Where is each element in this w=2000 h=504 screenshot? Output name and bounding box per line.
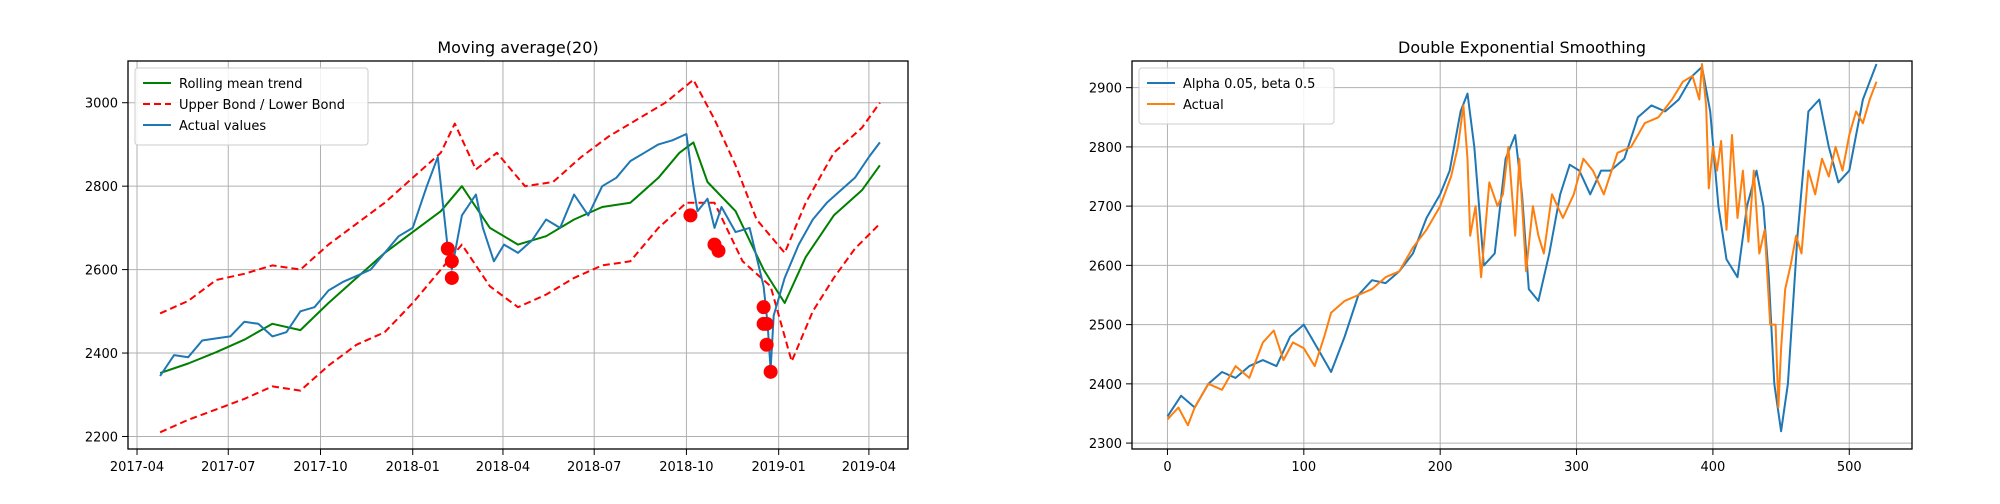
plot-area bbox=[159, 78, 881, 434]
x-tick-label: 0 bbox=[1163, 460, 1171, 475]
chart-title: Moving average(20) bbox=[437, 38, 598, 57]
y-tick-label: 2800 bbox=[85, 180, 118, 195]
anomaly-point bbox=[444, 270, 459, 285]
legend-label: Alpha 0.05, beta 0.5 bbox=[1183, 77, 1315, 92]
x-tick-label: 2018-10 bbox=[659, 460, 713, 475]
y-tick-label: 2400 bbox=[85, 347, 118, 362]
x-tick-label: 100 bbox=[1291, 460, 1316, 475]
plot-area bbox=[1166, 63, 1878, 433]
y-tick-label: 2200 bbox=[85, 430, 118, 445]
legend-label: Actual bbox=[1183, 98, 1224, 113]
axes-frame bbox=[1131, 60, 1913, 450]
x-tick-label: 2017-07 bbox=[201, 460, 255, 475]
anomaly-point bbox=[444, 254, 459, 269]
series-line-upper-bond-lower-bond bbox=[159, 78, 881, 315]
anomaly-point bbox=[711, 243, 726, 258]
y-tick-label: 2900 bbox=[1089, 82, 1122, 97]
x-tick-label: 500 bbox=[1837, 460, 1862, 475]
anomaly-point bbox=[759, 337, 774, 352]
x-tick-label: 2019-04 bbox=[842, 460, 896, 475]
x-tick-label: 2017-10 bbox=[293, 460, 347, 475]
x-tick-label: 2018-07 bbox=[567, 460, 621, 475]
series-line-rolling-mean-trend bbox=[159, 141, 881, 375]
y-tick-label: 2600 bbox=[1089, 259, 1122, 274]
anomaly-point bbox=[683, 208, 698, 223]
series-line-lower-bond bbox=[159, 201, 881, 434]
x-tick-label: 300 bbox=[1564, 460, 1589, 475]
legend-box bbox=[1138, 67, 1335, 125]
chart-ma: 2017-04 2017-07 2017-10 2018-01 2018-04 2018-… bbox=[85, 38, 909, 475]
legend-box bbox=[134, 67, 369, 146]
series-line-actual bbox=[1166, 63, 1878, 427]
y-tick-label: 2600 bbox=[85, 264, 118, 279]
y-tick-label: 2400 bbox=[1089, 378, 1122, 393]
anomaly-point bbox=[440, 241, 455, 256]
x-tick-label: 2018-04 bbox=[476, 460, 530, 475]
series-line-actual-values bbox=[159, 133, 881, 377]
x-tick-label: 2019-01 bbox=[752, 460, 806, 475]
anomaly-point bbox=[756, 300, 771, 315]
axes-frame bbox=[127, 60, 909, 450]
legend-label: Actual values bbox=[179, 119, 266, 134]
y-tick-label: 2300 bbox=[1089, 437, 1122, 452]
anomaly-point bbox=[759, 316, 774, 331]
y-tick-label: 3000 bbox=[85, 97, 118, 112]
y-tick-label: 2700 bbox=[1089, 200, 1122, 215]
anomaly-point bbox=[763, 364, 778, 379]
x-tick-label: 2018-01 bbox=[386, 460, 440, 475]
chart-des: 0 100 200 300 400 500 2300 2400 2500 2600 2700 2800… bbox=[1089, 38, 1913, 475]
legend-label: Upper Bond / Lower Bond bbox=[179, 98, 345, 113]
x-tick-label: 400 bbox=[1700, 460, 1725, 475]
y-tick-label: 2800 bbox=[1089, 141, 1122, 156]
x-tick-label: 200 bbox=[1428, 460, 1453, 475]
x-tick-label: 2017-04 bbox=[110, 460, 164, 475]
chart-title: Double Exponential Smoothing bbox=[1398, 38, 1646, 57]
y-tick-label: 2500 bbox=[1089, 319, 1122, 334]
legend-label: Rolling mean trend bbox=[179, 77, 303, 92]
series-line-alpha-0-05-beta-0-5 bbox=[1166, 63, 1878, 433]
